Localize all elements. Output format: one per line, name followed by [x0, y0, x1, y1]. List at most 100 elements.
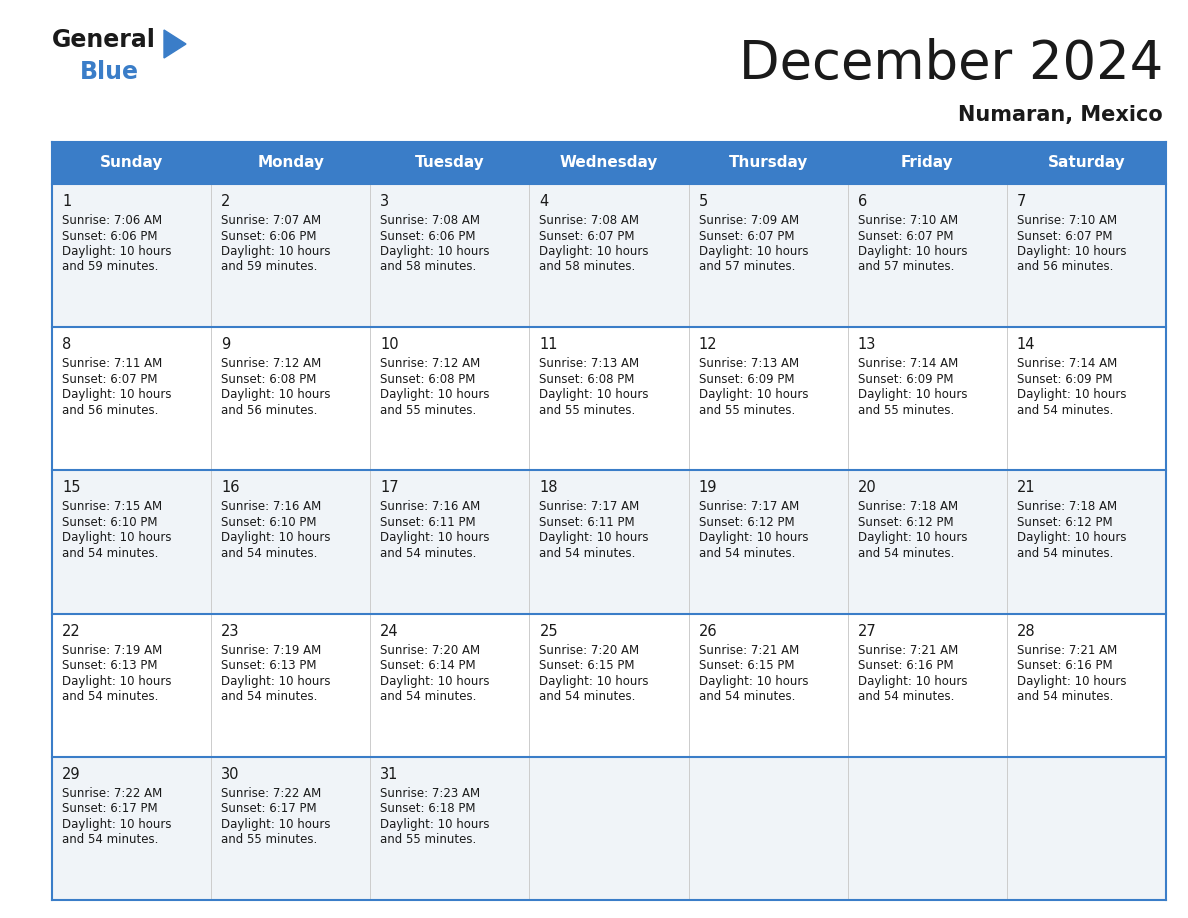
Text: Daylight: 10 hours: Daylight: 10 hours — [62, 818, 171, 831]
Text: and 55 minutes.: and 55 minutes. — [380, 834, 476, 846]
Text: 3: 3 — [380, 194, 390, 209]
Bar — [1007, 613, 1165, 756]
Text: Sunset: 6:07 PM: Sunset: 6:07 PM — [539, 230, 634, 242]
Text: and 54 minutes.: and 54 minutes. — [62, 547, 158, 560]
Bar — [52, 184, 211, 327]
Text: Sunset: 6:16 PM: Sunset: 6:16 PM — [858, 659, 953, 672]
Text: Daylight: 10 hours: Daylight: 10 hours — [62, 675, 171, 688]
Text: 23: 23 — [221, 623, 240, 639]
Bar — [211, 470, 371, 613]
Text: 19: 19 — [699, 480, 718, 496]
Text: Sunrise: 7:19 AM: Sunrise: 7:19 AM — [221, 644, 322, 656]
Bar — [371, 184, 530, 327]
Text: 9: 9 — [221, 337, 230, 353]
Bar — [689, 613, 848, 756]
Text: Thursday: Thursday — [728, 155, 808, 171]
Text: Sunrise: 7:07 AM: Sunrise: 7:07 AM — [221, 214, 321, 227]
Text: Tuesday: Tuesday — [415, 155, 485, 171]
Text: Daylight: 10 hours: Daylight: 10 hours — [1017, 388, 1126, 401]
Text: Blue: Blue — [80, 60, 139, 84]
Bar — [211, 184, 371, 327]
Text: Sunrise: 7:23 AM: Sunrise: 7:23 AM — [380, 787, 480, 800]
Text: Sunset: 6:12 PM: Sunset: 6:12 PM — [699, 516, 795, 529]
Text: and 55 minutes.: and 55 minutes. — [539, 404, 636, 417]
Text: Daylight: 10 hours: Daylight: 10 hours — [539, 675, 649, 688]
Bar — [689, 756, 848, 900]
Text: Sunrise: 7:17 AM: Sunrise: 7:17 AM — [699, 500, 798, 513]
Bar — [848, 613, 1007, 756]
Text: Sunrise: 7:21 AM: Sunrise: 7:21 AM — [699, 644, 798, 656]
Text: Sunrise: 7:08 AM: Sunrise: 7:08 AM — [380, 214, 480, 227]
Text: and 54 minutes.: and 54 minutes. — [62, 834, 158, 846]
Text: Daylight: 10 hours: Daylight: 10 hours — [380, 532, 489, 544]
Bar — [371, 756, 530, 900]
Text: Sunrise: 7:19 AM: Sunrise: 7:19 AM — [62, 644, 163, 656]
Bar — [689, 470, 848, 613]
Text: 27: 27 — [858, 623, 877, 639]
Text: Sunrise: 7:13 AM: Sunrise: 7:13 AM — [699, 357, 798, 370]
Text: Sunset: 6:17 PM: Sunset: 6:17 PM — [62, 802, 158, 815]
Text: 24: 24 — [380, 623, 399, 639]
Text: Daylight: 10 hours: Daylight: 10 hours — [539, 245, 649, 258]
Bar — [371, 613, 530, 756]
Bar — [689, 142, 848, 184]
Text: Daylight: 10 hours: Daylight: 10 hours — [699, 245, 808, 258]
Text: 5: 5 — [699, 194, 708, 209]
Text: and 58 minutes.: and 58 minutes. — [380, 261, 476, 274]
Text: 15: 15 — [62, 480, 81, 496]
Bar — [848, 470, 1007, 613]
Text: and 57 minutes.: and 57 minutes. — [858, 261, 954, 274]
Text: and 56 minutes.: and 56 minutes. — [62, 404, 158, 417]
Text: Sunrise: 7:22 AM: Sunrise: 7:22 AM — [221, 787, 322, 800]
Text: Daylight: 10 hours: Daylight: 10 hours — [221, 245, 330, 258]
Text: Sunset: 6:18 PM: Sunset: 6:18 PM — [380, 802, 475, 815]
Text: Monday: Monday — [258, 155, 324, 171]
Bar — [689, 184, 848, 327]
Text: Sunset: 6:07 PM: Sunset: 6:07 PM — [699, 230, 794, 242]
Text: 8: 8 — [62, 337, 71, 353]
Text: and 54 minutes.: and 54 minutes. — [380, 690, 476, 703]
Text: Numaran, Mexico: Numaran, Mexico — [959, 105, 1163, 125]
Text: and 54 minutes.: and 54 minutes. — [858, 690, 954, 703]
Text: Sunrise: 7:21 AM: Sunrise: 7:21 AM — [1017, 644, 1117, 656]
Text: 17: 17 — [380, 480, 399, 496]
Bar — [1007, 184, 1165, 327]
Text: Sunset: 6:17 PM: Sunset: 6:17 PM — [221, 802, 317, 815]
Text: Sunrise: 7:18 AM: Sunrise: 7:18 AM — [858, 500, 958, 513]
Text: Sunrise: 7:14 AM: Sunrise: 7:14 AM — [858, 357, 958, 370]
Text: Daylight: 10 hours: Daylight: 10 hours — [380, 818, 489, 831]
Polygon shape — [164, 30, 187, 58]
Text: Daylight: 10 hours: Daylight: 10 hours — [221, 675, 330, 688]
Text: Daylight: 10 hours: Daylight: 10 hours — [221, 818, 330, 831]
Bar — [52, 327, 211, 470]
Text: 22: 22 — [62, 623, 81, 639]
Text: Sunset: 6:07 PM: Sunset: 6:07 PM — [858, 230, 953, 242]
Text: 7: 7 — [1017, 194, 1026, 209]
Text: 10: 10 — [380, 337, 399, 353]
Text: Daylight: 10 hours: Daylight: 10 hours — [62, 388, 171, 401]
Text: Sunrise: 7:22 AM: Sunrise: 7:22 AM — [62, 787, 163, 800]
Text: and 58 minutes.: and 58 minutes. — [539, 261, 636, 274]
Text: 31: 31 — [380, 767, 399, 782]
Bar — [52, 613, 211, 756]
Text: Daylight: 10 hours: Daylight: 10 hours — [380, 388, 489, 401]
Text: Sunset: 6:16 PM: Sunset: 6:16 PM — [1017, 659, 1112, 672]
Text: Sunrise: 7:12 AM: Sunrise: 7:12 AM — [221, 357, 322, 370]
Text: Sunset: 6:07 PM: Sunset: 6:07 PM — [1017, 230, 1112, 242]
Bar — [211, 756, 371, 900]
Text: Sunrise: 7:18 AM: Sunrise: 7:18 AM — [1017, 500, 1117, 513]
Text: Sunrise: 7:13 AM: Sunrise: 7:13 AM — [539, 357, 639, 370]
Text: General: General — [52, 28, 156, 52]
Bar — [1007, 470, 1165, 613]
Bar — [211, 613, 371, 756]
Text: Daylight: 10 hours: Daylight: 10 hours — [539, 532, 649, 544]
Text: Sunset: 6:06 PM: Sunset: 6:06 PM — [62, 230, 158, 242]
Text: Sunset: 6:11 PM: Sunset: 6:11 PM — [380, 516, 476, 529]
Text: Daylight: 10 hours: Daylight: 10 hours — [62, 245, 171, 258]
Text: Daylight: 10 hours: Daylight: 10 hours — [1017, 675, 1126, 688]
Bar — [371, 470, 530, 613]
Text: Sunrise: 7:08 AM: Sunrise: 7:08 AM — [539, 214, 639, 227]
Text: and 56 minutes.: and 56 minutes. — [1017, 261, 1113, 274]
Text: 11: 11 — [539, 337, 558, 353]
Text: Friday: Friday — [901, 155, 954, 171]
